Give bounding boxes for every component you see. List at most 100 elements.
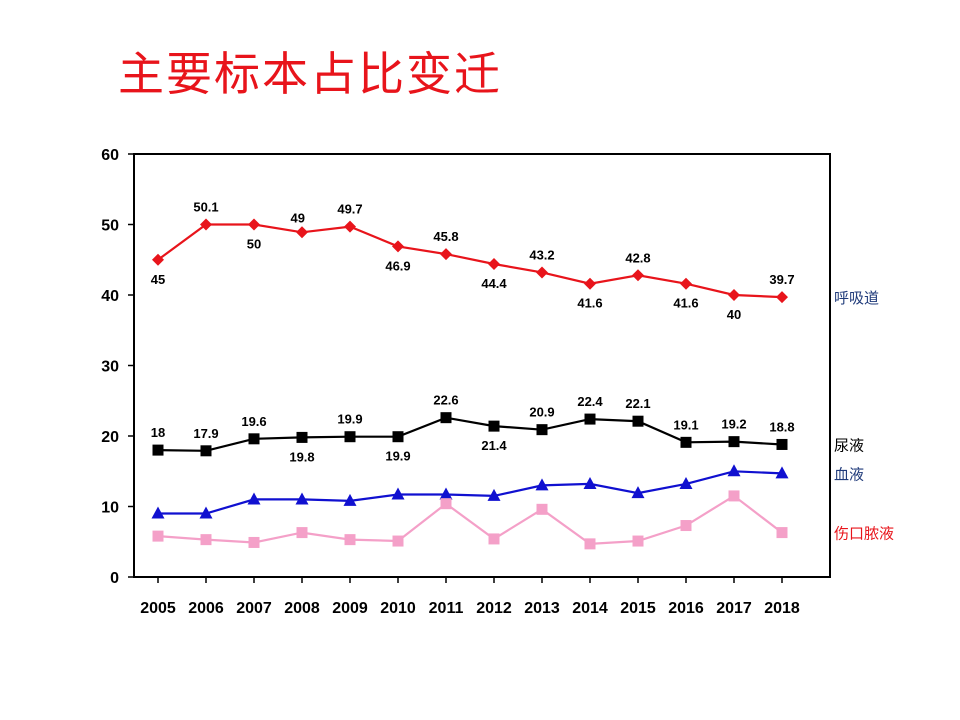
series-lines xyxy=(157,223,783,546)
x-tick-label: 2011 xyxy=(429,600,464,617)
diamond-marker xyxy=(440,248,452,261)
series-name-label: 伤口脓液 xyxy=(834,525,894,543)
data-labels: 45 50.1 50 49 49.7 46.9 45.8 44.4 43.2 41.6 42.8 41… xyxy=(151,200,795,465)
diamond-marker xyxy=(776,291,788,304)
data-label: 17.9 xyxy=(193,426,218,441)
data-label: 18 xyxy=(151,425,165,440)
data-label: 22.6 xyxy=(433,393,458,408)
square-marker xyxy=(488,533,500,545)
square-marker xyxy=(584,538,596,550)
x-tick-label: 2010 xyxy=(380,600,416,617)
triangle-marker xyxy=(295,492,309,505)
data-label: 49.7 xyxy=(337,202,362,217)
data-label: 49 xyxy=(291,210,305,225)
square-marker xyxy=(152,444,164,456)
square-marker xyxy=(392,431,404,443)
x-tick-label: 2017 xyxy=(716,600,752,617)
x-tick-label: 2016 xyxy=(668,600,704,617)
square-marker xyxy=(296,431,308,443)
triangle-marker xyxy=(631,486,645,499)
series-line xyxy=(157,223,783,299)
data-label: 19.1 xyxy=(673,417,698,432)
triangle-marker xyxy=(247,492,261,505)
square-marker xyxy=(200,534,212,546)
x-tick-label: 2007 xyxy=(236,600,272,617)
diamond-marker xyxy=(728,289,740,301)
y-tick-label: 0 xyxy=(110,570,119,587)
triangle-marker xyxy=(487,488,501,501)
square-marker xyxy=(392,535,404,547)
triangle-marker xyxy=(439,487,453,500)
square-marker xyxy=(728,490,740,502)
data-label: 18.8 xyxy=(769,419,794,434)
diamond-marker xyxy=(584,277,596,290)
square-marker xyxy=(632,535,644,547)
diamond-marker xyxy=(248,218,260,231)
axes: 0 10 20 30 40 50 60 2005 2006 2007 2008 2009 2010 201… xyxy=(101,147,831,617)
series-name-label: 尿液 xyxy=(834,436,864,454)
diamond-marker xyxy=(200,218,212,231)
data-label: 41.6 xyxy=(673,296,698,311)
x-tick-label: 2006 xyxy=(188,600,224,617)
series-line xyxy=(157,494,783,546)
diamond-marker xyxy=(152,253,164,266)
x-tick-label: 2014 xyxy=(572,600,608,617)
diamond-marker xyxy=(296,226,308,239)
square-marker xyxy=(680,436,692,448)
square-marker xyxy=(536,424,548,436)
data-label: 46.9 xyxy=(385,258,410,273)
diamond-marker xyxy=(392,240,404,253)
data-label: 44.4 xyxy=(481,276,507,291)
series-line xyxy=(158,470,783,515)
x-tick-label: 2015 xyxy=(620,600,656,617)
diamond-marker xyxy=(344,220,356,233)
square-marker xyxy=(200,445,212,457)
data-label: 19.9 xyxy=(337,412,362,427)
x-tick-label: 2012 xyxy=(476,600,512,617)
triangle-marker xyxy=(535,478,549,491)
square-marker xyxy=(536,503,548,515)
data-label: 50.1 xyxy=(193,200,218,215)
y-tick-label: 50 xyxy=(101,218,119,235)
diamond-marker xyxy=(680,277,692,290)
data-label: 45.8 xyxy=(433,229,458,244)
diamond-marker xyxy=(632,269,644,282)
data-label: 40 xyxy=(727,307,741,322)
square-marker xyxy=(488,420,500,432)
triangle-marker xyxy=(583,476,597,489)
square-marker xyxy=(584,413,596,425)
series-name-label: 血液 xyxy=(834,465,864,483)
triangle-marker xyxy=(679,476,693,489)
square-marker xyxy=(680,520,692,532)
series-name-label: 呼吸道 xyxy=(834,289,879,307)
square-marker xyxy=(776,438,788,450)
y-tick-label: 60 xyxy=(101,147,119,164)
x-tick-label: 2018 xyxy=(764,600,800,617)
plot-frame xyxy=(133,153,831,578)
data-label: 45 xyxy=(151,272,165,287)
data-label: 20.9 xyxy=(529,405,554,420)
data-label: 41.6 xyxy=(577,296,602,311)
square-marker xyxy=(152,530,164,542)
x-tick-label: 2008 xyxy=(284,600,320,617)
y-tick-label: 40 xyxy=(101,288,119,305)
data-label: 42.8 xyxy=(625,250,650,265)
y-tick-label: 10 xyxy=(101,500,119,517)
square-marker xyxy=(248,433,260,445)
x-tick-label: 2013 xyxy=(524,600,560,617)
triangle-marker xyxy=(391,487,405,500)
square-marker xyxy=(344,534,356,546)
data-label: 19.9 xyxy=(385,449,410,464)
data-label: 22.4 xyxy=(577,394,603,409)
data-label: 43.2 xyxy=(529,247,554,262)
data-label: 21.4 xyxy=(481,438,507,453)
square-marker xyxy=(296,527,308,539)
square-marker xyxy=(440,412,452,424)
diamond-marker xyxy=(536,266,548,279)
square-marker xyxy=(440,498,452,510)
data-label: 22.1 xyxy=(625,396,650,411)
x-tick-label: 2009 xyxy=(332,600,368,617)
series-markers xyxy=(151,218,789,550)
